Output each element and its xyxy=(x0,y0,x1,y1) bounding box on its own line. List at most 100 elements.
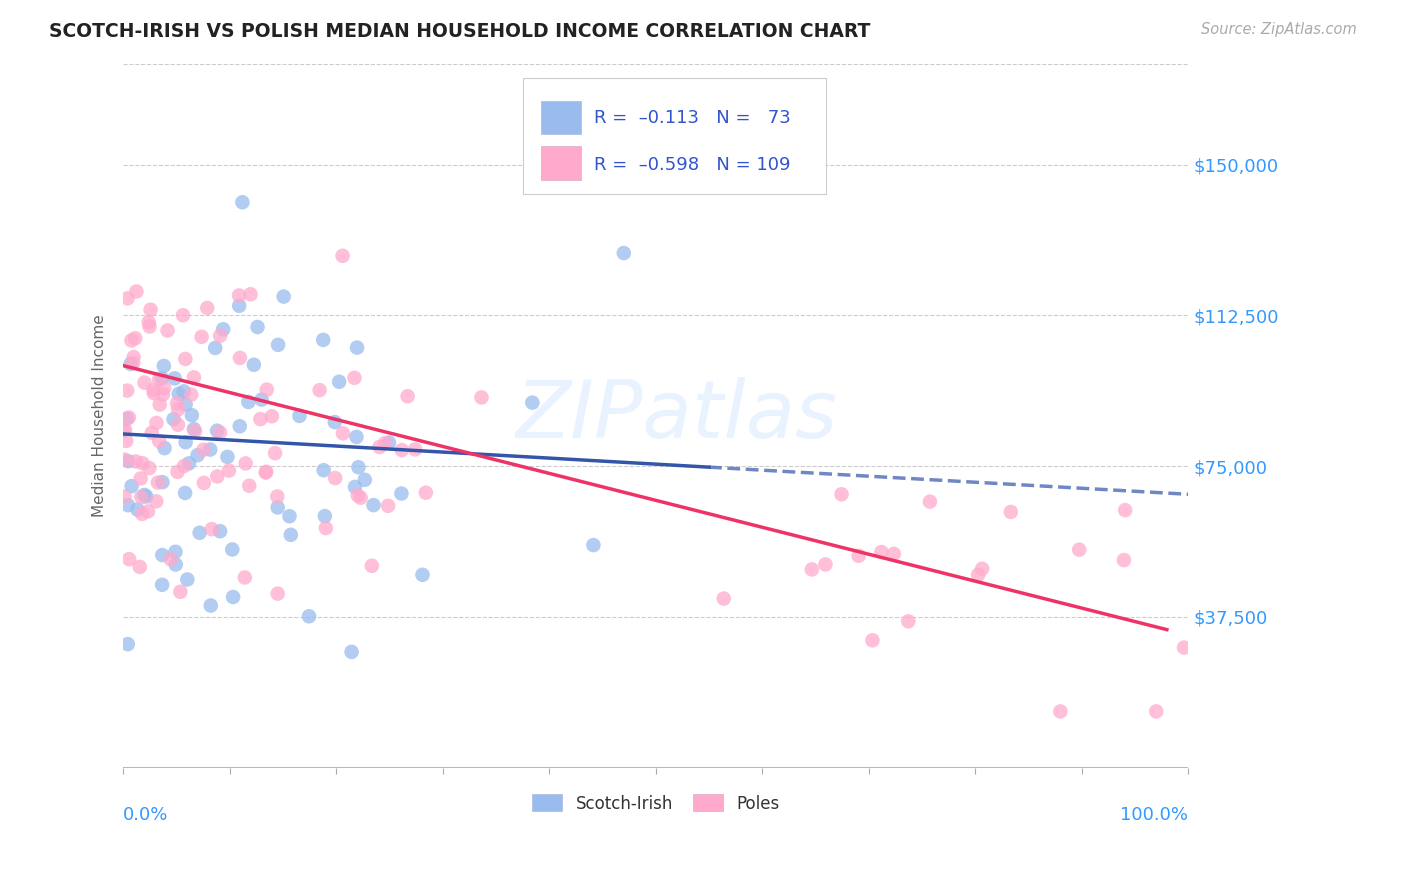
Point xyxy=(167,386,190,401)
Point xyxy=(368,440,391,454)
Point xyxy=(613,246,636,260)
Point xyxy=(183,422,205,436)
Point xyxy=(343,480,366,494)
Point xyxy=(162,412,184,426)
Point xyxy=(264,446,287,460)
Point xyxy=(346,430,368,444)
Point xyxy=(256,383,278,397)
Point xyxy=(125,454,148,468)
Point xyxy=(153,441,176,455)
Point xyxy=(346,488,368,502)
Point xyxy=(174,397,197,411)
Point xyxy=(118,552,141,566)
Point xyxy=(122,350,145,364)
Point xyxy=(315,521,337,535)
Point xyxy=(967,567,990,582)
Point xyxy=(332,249,354,263)
Point xyxy=(169,584,191,599)
Point xyxy=(152,387,174,401)
Point xyxy=(163,371,186,385)
Point xyxy=(862,633,884,648)
Point xyxy=(288,409,311,423)
Point xyxy=(363,498,385,512)
Point xyxy=(167,417,190,432)
Point xyxy=(176,573,198,587)
Point xyxy=(207,469,229,483)
Point xyxy=(328,375,350,389)
Point xyxy=(308,383,330,397)
Point xyxy=(1000,505,1022,519)
Point xyxy=(411,567,433,582)
Text: 0.0%: 0.0% xyxy=(124,806,169,824)
Point xyxy=(229,419,252,434)
Text: ZIPatlas: ZIPatlas xyxy=(516,377,838,455)
Point xyxy=(193,442,215,457)
Point xyxy=(138,461,160,475)
Y-axis label: Median Household Income: Median Household Income xyxy=(93,315,107,517)
Point xyxy=(173,384,195,399)
Point xyxy=(1173,640,1195,655)
Point xyxy=(209,524,232,539)
Point xyxy=(122,356,145,370)
Point xyxy=(180,387,202,401)
Point xyxy=(221,542,243,557)
Point xyxy=(314,509,336,524)
Point xyxy=(260,409,283,424)
Point xyxy=(238,395,260,409)
Point xyxy=(131,456,153,470)
Point xyxy=(273,290,295,304)
Point xyxy=(246,320,269,334)
Point xyxy=(332,426,354,441)
Point xyxy=(1069,542,1091,557)
Point xyxy=(145,494,167,508)
Point xyxy=(391,486,413,500)
Point xyxy=(378,435,401,450)
Point xyxy=(174,351,197,366)
Point xyxy=(918,494,941,508)
Point xyxy=(117,498,139,512)
Point xyxy=(190,330,212,344)
Point xyxy=(148,434,170,449)
Point xyxy=(228,299,250,313)
Point xyxy=(897,615,920,629)
Point xyxy=(972,562,994,576)
Point xyxy=(135,490,157,504)
Point xyxy=(165,558,187,572)
Point xyxy=(131,507,153,521)
Point xyxy=(343,371,366,385)
Point xyxy=(124,331,146,345)
Point xyxy=(149,398,172,412)
Point xyxy=(159,552,181,566)
Point xyxy=(231,195,253,210)
Point xyxy=(266,490,288,504)
Text: SCOTCH-IRISH VS POLISH MEDIAN HOUSEHOLD INCOME CORRELATION CHART: SCOTCH-IRISH VS POLISH MEDIAN HOUSEHOLD … xyxy=(49,22,870,41)
Legend: Scotch-Irish, Poles: Scotch-Irish, Poles xyxy=(526,788,786,819)
Point xyxy=(228,288,250,302)
Text: Source: ZipAtlas.com: Source: ZipAtlas.com xyxy=(1201,22,1357,37)
Point xyxy=(152,475,174,490)
Point xyxy=(180,408,202,422)
Point xyxy=(146,475,169,490)
Point xyxy=(233,570,256,584)
Point xyxy=(323,415,346,429)
Point xyxy=(243,358,266,372)
Point xyxy=(127,502,149,516)
Point xyxy=(522,395,544,409)
Point xyxy=(205,424,228,438)
Point xyxy=(193,475,215,490)
Point xyxy=(117,637,139,651)
Point xyxy=(174,486,197,500)
Point xyxy=(249,412,271,426)
Point xyxy=(112,424,135,438)
Point xyxy=(218,464,240,478)
Point xyxy=(208,425,231,440)
Point xyxy=(128,560,150,574)
Point xyxy=(183,370,205,384)
Point xyxy=(148,373,170,387)
Point xyxy=(349,491,371,505)
Point xyxy=(120,334,142,348)
Point xyxy=(1049,705,1071,719)
Point xyxy=(1144,705,1167,719)
Point xyxy=(250,392,273,407)
Point xyxy=(870,545,893,559)
